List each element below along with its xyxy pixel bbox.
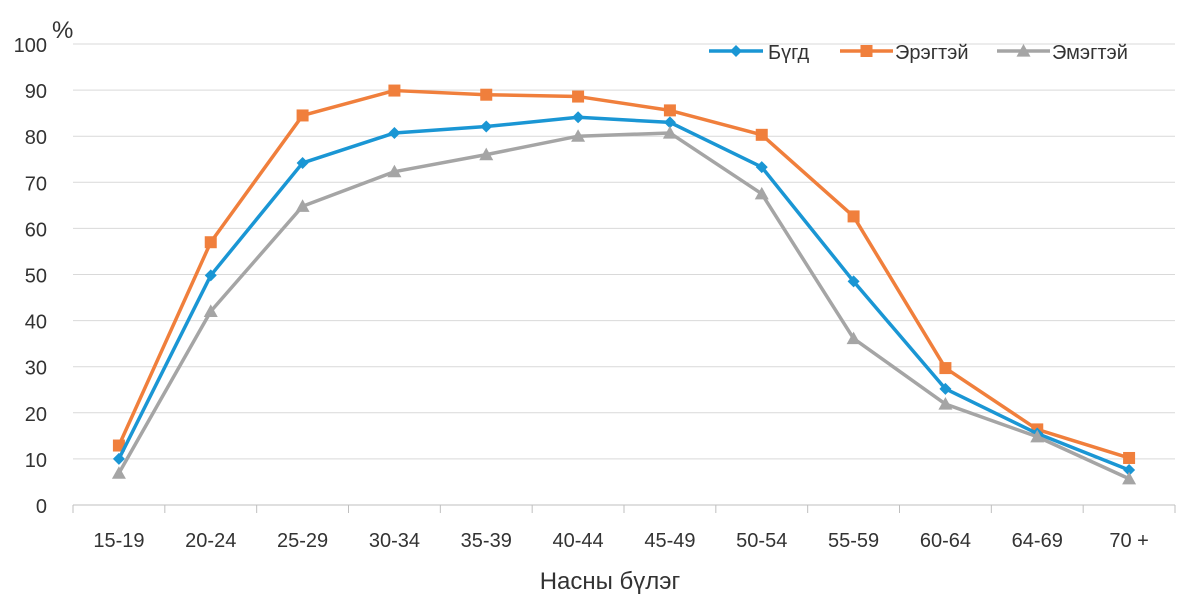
data-point [755,128,768,141]
data-point [938,397,953,410]
axes: 0 10 20 30 40 50 60 70 80 90 100 15-19 20-24 25-29 30-… [14,35,1176,552]
data-point [480,88,493,101]
legend-marker [1016,44,1031,57]
legend-item: Эрэгтэй [840,42,969,64]
legend-label: Эмэгтэй [1052,42,1128,64]
x-tick-label: 25-29 [277,530,328,552]
series-line [117,131,1130,481]
legend-label: Эрэгтэй [895,42,969,64]
data-point [204,236,217,249]
data-point [388,84,401,97]
y-tick-label: 20 [25,404,47,426]
x-tick-label: 45-49 [644,530,695,552]
data-point [939,362,952,375]
data-point [203,304,218,317]
data-point [939,382,952,395]
x-tick-label: 60-64 [920,530,971,552]
data-point [1123,463,1136,476]
legend-item: Бүгд [709,42,810,64]
x-tick-label: 30-34 [369,530,420,552]
legend-marker [730,45,742,57]
data-point [1030,429,1045,443]
legend-label: Бүгд [768,42,810,64]
y-tick-label: 30 [25,358,47,380]
y-tick-label: 80 [25,127,47,149]
data-point [112,452,125,465]
series-female [111,125,1137,485]
data-point [480,120,493,133]
legend-item: Эмэгтэй [997,42,1128,64]
data-point [571,129,586,142]
legend: Бүгд Эрэгтэй Эмэгтэй [709,42,1128,64]
y-tick-label: 90 [25,81,47,103]
data-point [1123,451,1136,464]
data-point [387,164,402,178]
y-tick-label: 50 [25,266,47,288]
series-group [111,84,1137,485]
data-point [754,186,769,200]
data-point [204,269,217,282]
data-point [663,104,676,117]
y-tick-label: 0 [36,496,47,518]
data-point [1122,471,1137,485]
y-tick-label: 10 [25,450,47,472]
data-point [663,116,676,129]
data-point [662,125,677,139]
series-total [112,111,1136,476]
gridlines [73,43,1175,460]
y-tick-label: 70 [25,173,47,195]
series-line [117,115,1130,472]
data-point [112,439,125,452]
data-point [296,109,309,122]
data-point [755,161,768,174]
series-male [112,84,1136,464]
y-tick-label: 100 [14,35,47,57]
data-point [847,275,860,288]
y-axis-unit-label: % [52,17,73,44]
data-point [572,111,585,124]
data-point [296,156,309,169]
data-point [111,466,126,479]
x-tick-label: 35-39 [461,530,512,552]
x-tick-label: 15-19 [93,530,144,552]
data-point [479,147,494,161]
series-line [117,88,1130,460]
data-point [295,199,310,212]
x-tick-label: 40-44 [553,530,604,552]
data-point [846,331,861,345]
legend-marker [860,45,873,57]
x-tick-label: 20-24 [185,530,236,552]
x-tick-label: 50-54 [736,530,787,552]
x-tick-label: 64-69 [1012,530,1063,552]
x-tick-label: 70 + [1109,530,1148,552]
y-tick-label: 40 [25,312,47,334]
data-point [388,126,401,139]
data-point [847,210,860,223]
y-tick-label: 60 [25,219,47,241]
data-point [572,90,585,103]
x-axis-title: Насны бүлэг [540,568,681,595]
x-tick-label: 55-59 [828,530,879,552]
